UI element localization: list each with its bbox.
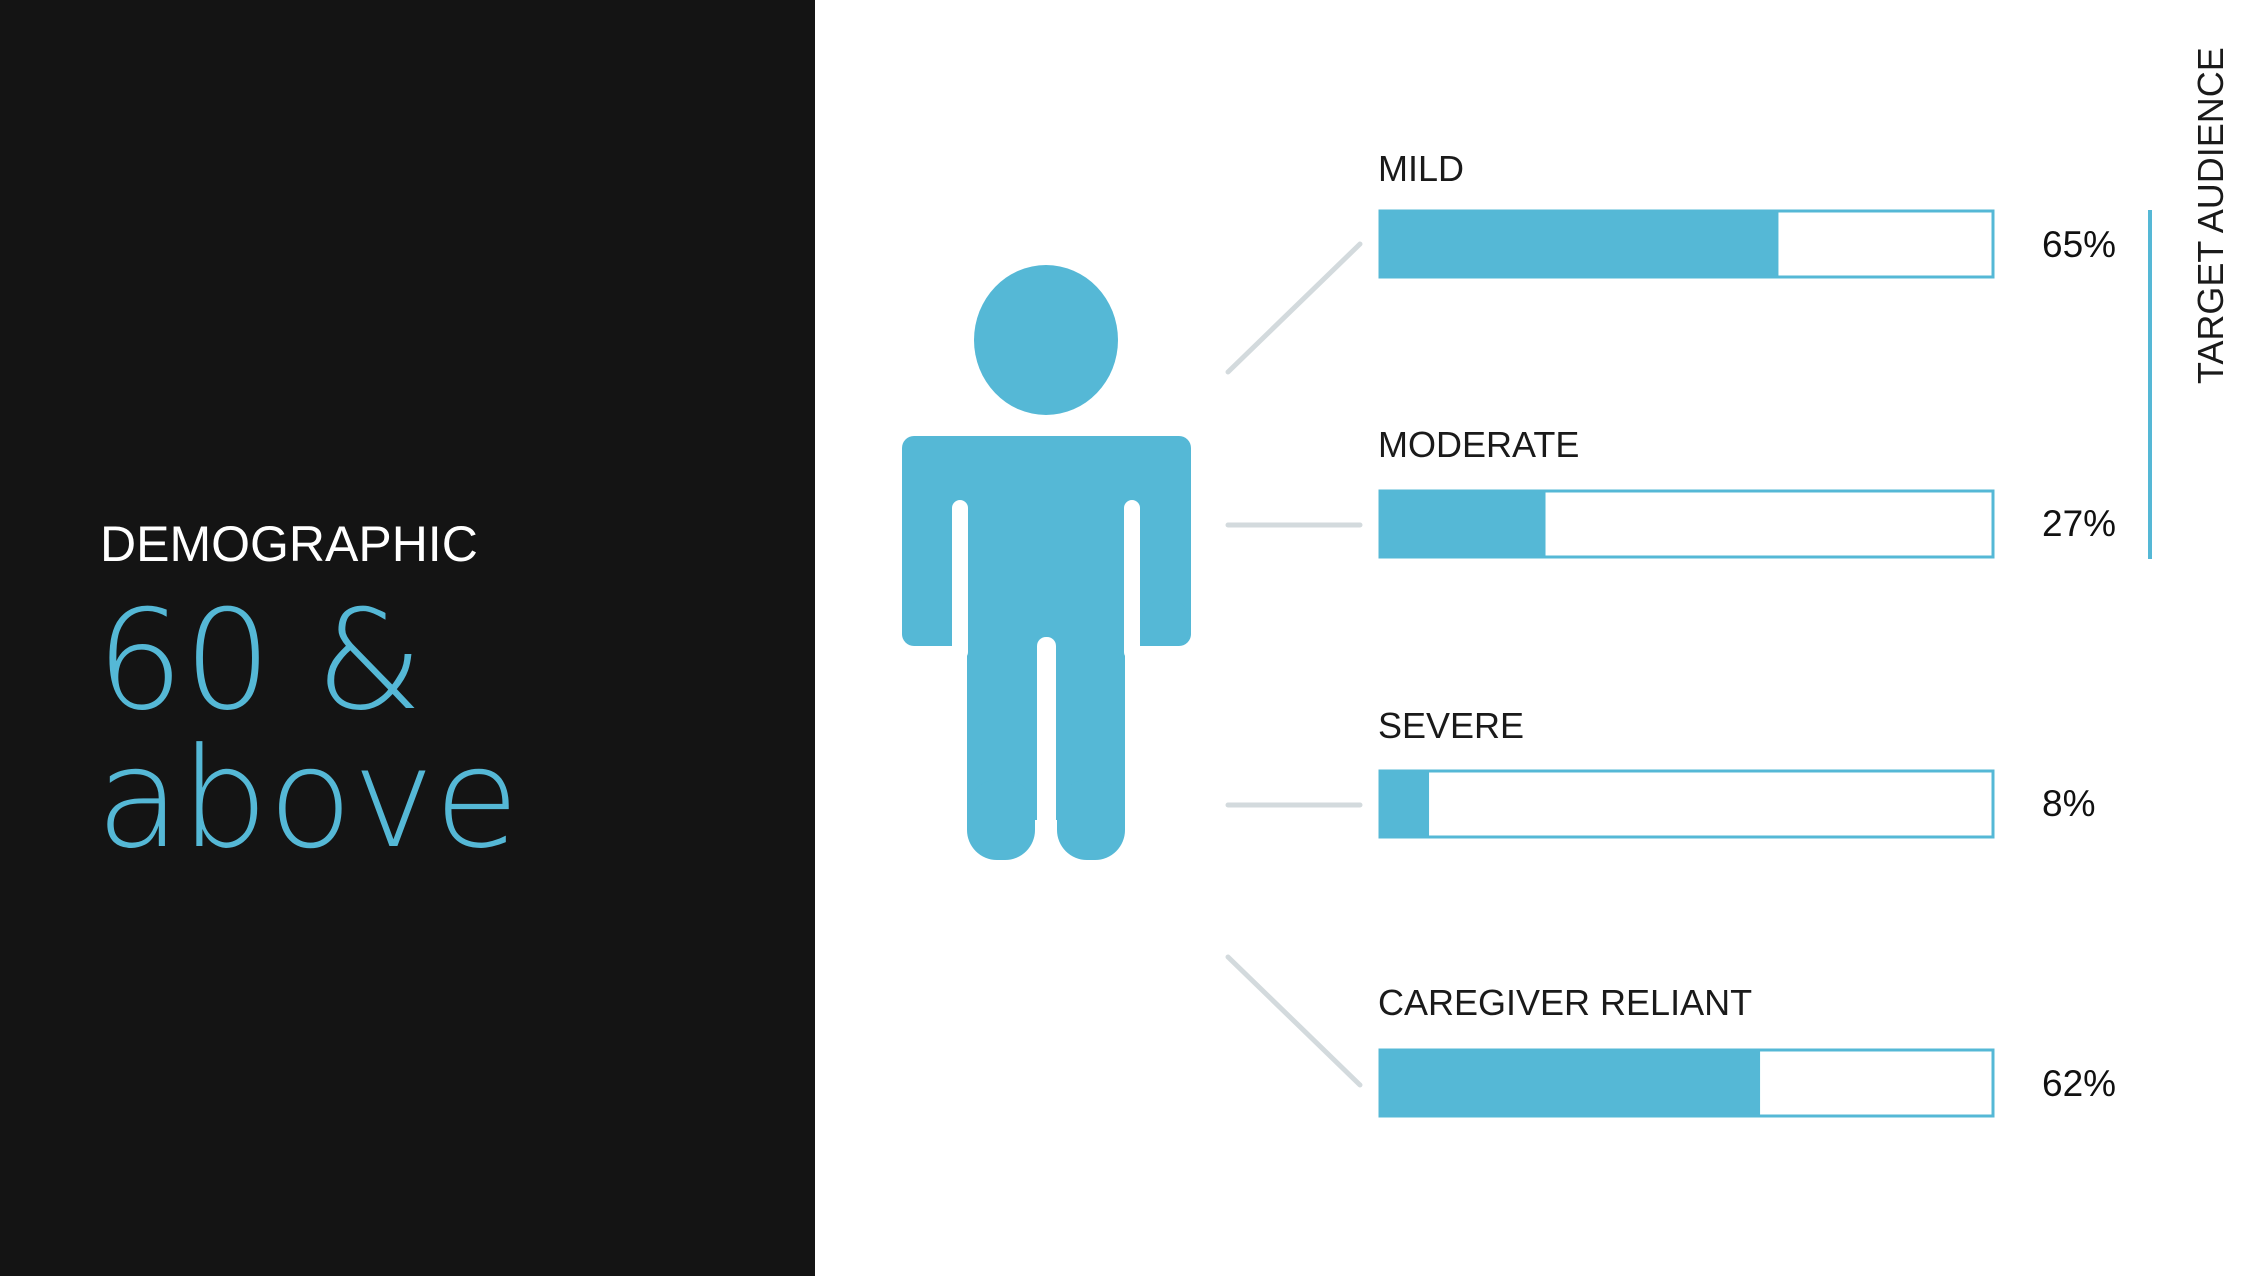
demographic-value: 60 & above [96, 580, 520, 879]
value-label-caregiver-reliant: 62% [2042, 1063, 2117, 1104]
bar-moderate [1380, 491, 1546, 557]
connector-line-caregiver [1225, 954, 1363, 1088]
bar-caregiver-reliant [1380, 1050, 1761, 1116]
value-label-mild: 65% [2042, 224, 2117, 265]
bar-track-severe [1378, 769, 1995, 839]
person-icon [902, 265, 1191, 860]
connector-lines [1225, 241, 1363, 1088]
category-label-severe: SEVERE [1378, 705, 1525, 746]
category-label-moderate: MODERATE [1378, 424, 1580, 465]
value-label-moderate: 27% [2042, 503, 2117, 544]
value-label-severe: 8% [2042, 783, 2096, 824]
bar-mild [1380, 211, 1779, 277]
demographic-heading: DEMOGRAPHIC [100, 516, 478, 572]
category-label-mild: MILD [1378, 148, 1465, 189]
left-panel: DEMOGRAPHIC 60 & above [0, 0, 815, 1276]
target-audience-label: TARGET AUDIENCE [2190, 47, 2231, 384]
category-label-caregiver-reliant: CAREGIVER RELIANT [1378, 982, 1753, 1023]
connector-line-mild [1225, 241, 1363, 375]
bar-severe [1380, 771, 1430, 837]
